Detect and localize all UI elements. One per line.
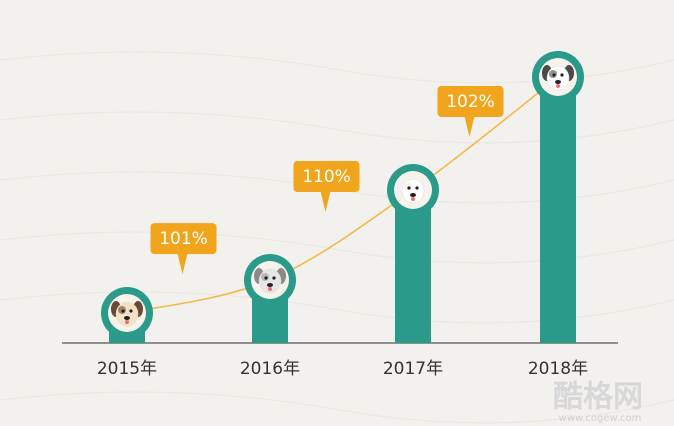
dog-tongue: [411, 197, 415, 201]
bar: [540, 77, 576, 343]
dog-eye: [552, 73, 556, 77]
dog-eye: [407, 186, 411, 190]
dog-eye: [264, 276, 268, 280]
dog-eye: [121, 309, 125, 313]
callout: 110%: [293, 161, 360, 212]
dog-eye: [272, 276, 276, 280]
dog-cap: [387, 164, 439, 216]
x-tick-label: 2016年: [240, 359, 300, 379]
callout-box: [293, 161, 360, 192]
watermark-url: www.cogew.com: [559, 413, 642, 424]
dog-nose: [410, 193, 416, 197]
watermark-name: 酷格网: [553, 380, 643, 415]
x-tick-label: 2018年: [528, 359, 588, 379]
dog-eye: [560, 73, 564, 77]
dog-cap: [244, 254, 296, 306]
callout-label: 110%: [302, 167, 351, 187]
callout-label: 102%: [446, 92, 495, 112]
x-tick-label: 2017年: [383, 359, 443, 379]
dog-nose: [555, 80, 561, 84]
trend-line: [126, 76, 559, 314]
dog-cap: [101, 287, 153, 339]
callout-pointer: [464, 115, 475, 137]
callout-pointer: [177, 253, 188, 275]
x-tick-label: 2015年: [97, 359, 157, 379]
dog-eye: [129, 309, 133, 313]
dog-nose: [267, 283, 273, 287]
callout-pointer: [320, 191, 331, 212]
callout: 102%: [437, 85, 504, 137]
dog-cap: [532, 51, 584, 103]
dog-tongue: [556, 84, 560, 88]
dog-nose: [124, 316, 130, 320]
callout-label: 101%: [159, 229, 208, 249]
callout-box: [437, 85, 504, 117]
dog-tongue: [268, 287, 272, 291]
callout: 101%: [150, 223, 217, 275]
dog-tongue: [125, 320, 129, 324]
dog-eye: [415, 186, 419, 190]
callout-box: [150, 223, 217, 255]
